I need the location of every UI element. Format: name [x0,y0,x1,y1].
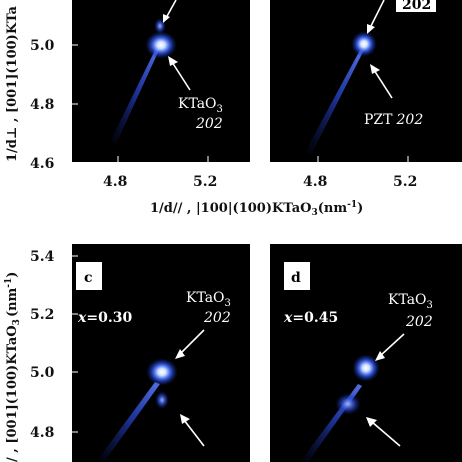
top-x-axis-label: 1/d// , |100|(100)KTaO3(nm-1) [150,200,363,218]
panel-c-arrowhead [175,349,185,359]
panel-a: KTaO3 202 [72,0,250,162]
top-xtick-label: 4.8 [303,174,327,190]
panel-d: d x=0.45 KTaO3 202 [270,244,462,462]
panel-b-background [270,0,462,162]
panel-d-lower-arrow [371,421,401,447]
bottom-y-axis: 5.4 5.2 5.0 4.8 / , [001](100)KTaO3(nm-1… [4,249,55,462]
panel-b-top-arrowhead [367,24,375,34]
panel-d-reflection: 202 [405,314,433,330]
panel-d-film-spot [335,393,361,415]
panel-d-letter: d [291,270,301,286]
panel-c-annotation: KTaO3 [186,290,231,309]
panel-d-annotation: KTaO3 [388,292,433,311]
panel-d-parameter: x=0.45 [283,310,338,326]
panel-c-parameter: x=0.30 [77,310,132,326]
panel-c-substrate-spot [146,358,178,386]
panel-c-lower-arrow [183,419,205,447]
panel-c-streak [96,382,160,462]
panel-c-lower-arrowhead [180,414,190,424]
panel-b-top-label-box [396,0,436,12]
panel-c-letter-box [76,262,102,290]
top-ytick-label: 5.0 [30,38,55,54]
panel-b-arrow [373,69,393,99]
panel-a-substrate-spot [145,31,177,59]
top-ytick-label: 4.6 [30,156,54,172]
bottom-ytick-label: 4.8 [30,425,54,441]
panel-b: 202 PZT 202 [270,0,462,162]
panel-d-arrow [379,333,405,357]
top-xtick-label: 5.2 [193,174,217,190]
bottom-ytick-label: 5.4 [30,249,55,265]
panel-a-arrowhead [168,56,178,66]
bottom-ytick-label: 5.0 [30,365,55,381]
panel-d-substrate-spot [352,354,380,382]
bottom-y-axis-label: / , [001](100)KTaO3(nm-1) [4,272,22,462]
top-xtick-label: 4.8 [103,174,127,190]
panel-a-reflection: 202 [195,116,223,132]
panel-a-streak [110,48,160,144]
panel-b-annotation: PZT 202 [364,112,423,128]
panel-d-lower-arrowhead [366,417,377,427]
top-y-axis: 5.0 4.8 4.6 1/d⊥ , [001](100)KTa [5,5,55,172]
panel-b-film-spot [351,31,377,57]
panel-c-film-spot [155,391,169,409]
panel-a-top-arrowhead [163,14,170,23]
panel-a-arrow [171,61,191,91]
panel-c-arrow [179,329,205,355]
panel-c-reflection: 202 [203,310,231,326]
panel-b-top-arrow [369,0,385,29]
panel-c-letter: c [84,270,93,286]
top-y-axis-label: 1/d⊥ , [001](100)KTa [5,5,20,162]
panel-a-top-arrow [165,0,177,19]
bottom-ytick-label: 5.2 [30,307,54,323]
panel-b-top-label: 202 [402,0,431,13]
top-x-axis: 4.8 5.2 4.8 5.2 1/d// , |100|(100)KTaO3(… [103,174,417,218]
panel-b-arrowhead [370,64,380,74]
top-ytick-label: 4.8 [30,97,54,113]
panel-a-annotation: KTaO3 [178,96,223,115]
panel-c: c x=0.30 KTaO3 202 [72,244,250,462]
panel-b-streak [305,50,364,155]
panel-d-letter-box [284,262,310,290]
panel-d-arrowhead [375,351,385,361]
top-xtick-label: 5.2 [393,174,417,190]
